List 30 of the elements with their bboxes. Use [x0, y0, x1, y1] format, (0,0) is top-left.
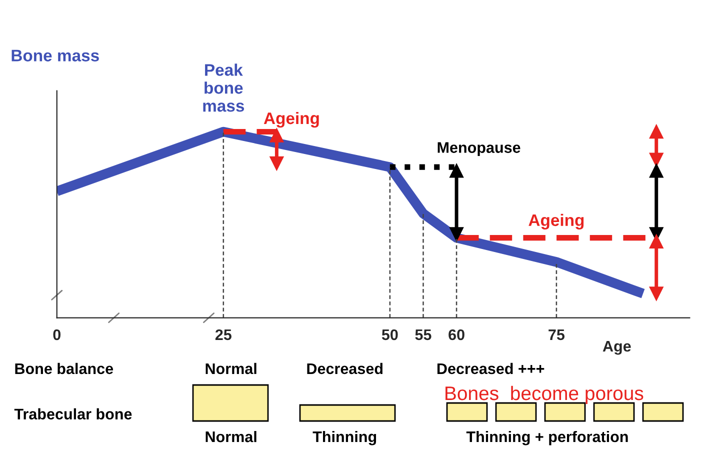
point: [450, 227, 464, 242]
x-tick-label: 55: [415, 329, 432, 340]
annotation: Ageing: [528, 214, 584, 230]
x-tick-label: 60: [448, 329, 464, 340]
text: Thinning: [312, 430, 376, 446]
point: [649, 164, 664, 178]
annotation: Peak bone mass: [203, 64, 244, 112]
point: [270, 156, 284, 170]
text: Thinning + perforation: [466, 430, 628, 446]
annotation: Ageing: [264, 112, 319, 128]
point: [450, 164, 464, 178]
point: [649, 124, 664, 139]
x-tick-label: 75: [548, 329, 565, 340]
point: [649, 286, 664, 301]
text: Decreased +++: [437, 362, 544, 374]
text: Normal: [206, 430, 256, 442]
text: Trabecular bone: [14, 408, 132, 420]
text: Decreased: [307, 362, 382, 374]
x-tick-label: 25: [215, 329, 232, 340]
point: [649, 234, 664, 248]
x-tick-label: 0: [53, 329, 61, 340]
point: [649, 152, 664, 167]
text: Bones become porous: [446, 386, 644, 404]
x-axis-title: Age: [602, 340, 631, 355]
point: [270, 128, 284, 142]
text: Bone balance: [15, 362, 114, 374]
x-tick-label: 50: [382, 329, 398, 340]
text: Normal: [206, 362, 256, 374]
text: Bone mass: [12, 50, 99, 62]
annotation: Menopause: [438, 142, 520, 156]
